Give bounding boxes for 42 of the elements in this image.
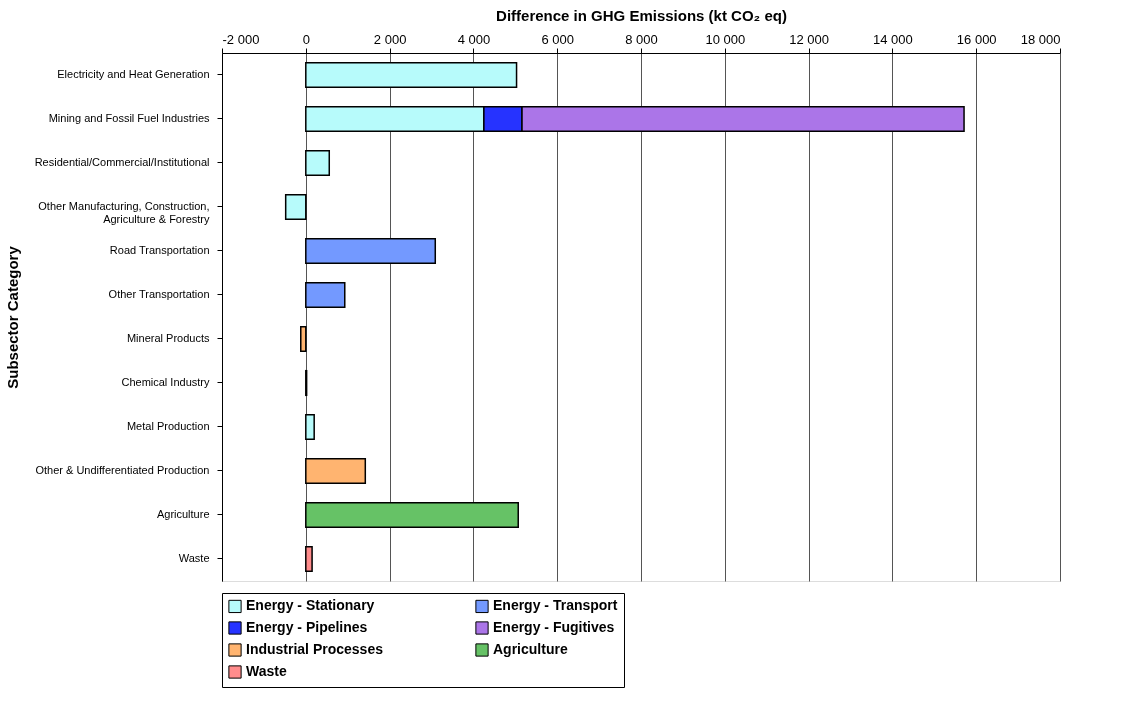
y-tick-label: Road Transportation [109, 244, 210, 256]
x-tick-label: 8 000 [625, 31, 658, 47]
y-tick-label: Waste [178, 552, 210, 564]
x-tick-label: 2 000 [373, 31, 407, 47]
y-tick-label: Metal Production [126, 420, 210, 432]
bar [305, 413, 315, 441]
x-tick-label: 18 000 [1020, 31, 1061, 47]
x-tick-label: 10 000 [705, 31, 746, 47]
y-tick-label: Other Manufacturing, Construction, Agriculture & Forestry [38, 200, 210, 225]
x-tick-label: -2 000 [222, 31, 260, 47]
y-tick-label: Mineral Products [126, 332, 210, 344]
y-tick-label: Other Transportation [108, 288, 210, 300]
legend-label: Energy - Fugitives [493, 619, 615, 635]
bar [305, 237, 437, 265]
legend-label: Agriculture [493, 641, 568, 657]
bar [300, 325, 307, 353]
legend-label: Energy - Pipelines [246, 619, 368, 635]
legend-label: Industrial Processes [246, 641, 384, 657]
x-axis-title: Difference in GHG Emissions (kt CO₂ eq) [496, 6, 787, 24]
y-axis-title: Subsector Category [3, 245, 21, 389]
x-tick-label: 6 000 [541, 31, 574, 47]
x-tick-label: 14 000 [873, 31, 913, 47]
legend-label: Waste [246, 663, 287, 679]
legend-label: Energy - Stationary [246, 597, 375, 614]
x-tick-label: 16 000 [956, 31, 997, 47]
y-tick-label: Mining and Fossil Fuel Industries [48, 112, 210, 124]
x-tick-label: 4 000 [457, 31, 491, 47]
bar [305, 501, 519, 529]
y-tick-label: Other & Undifferentiated Production [35, 464, 210, 476]
x-tick-label: 12 000 [789, 31, 829, 47]
bar [305, 457, 367, 485]
bar [284, 193, 307, 221]
y-tick-label: Chemical Industry [121, 376, 210, 388]
y-tick-label: Electricity and Heat Generation [57, 68, 210, 80]
bar [305, 281, 346, 309]
bar [305, 545, 313, 573]
bar [305, 61, 518, 89]
bar [305, 149, 331, 177]
legend-label: Energy - Transport [493, 597, 618, 614]
y-tick-label: Agriculture [156, 508, 210, 520]
y-tick-label: Residential/Commercial/Institutional [34, 156, 210, 168]
x-tick-label: 0 [302, 31, 310, 47]
